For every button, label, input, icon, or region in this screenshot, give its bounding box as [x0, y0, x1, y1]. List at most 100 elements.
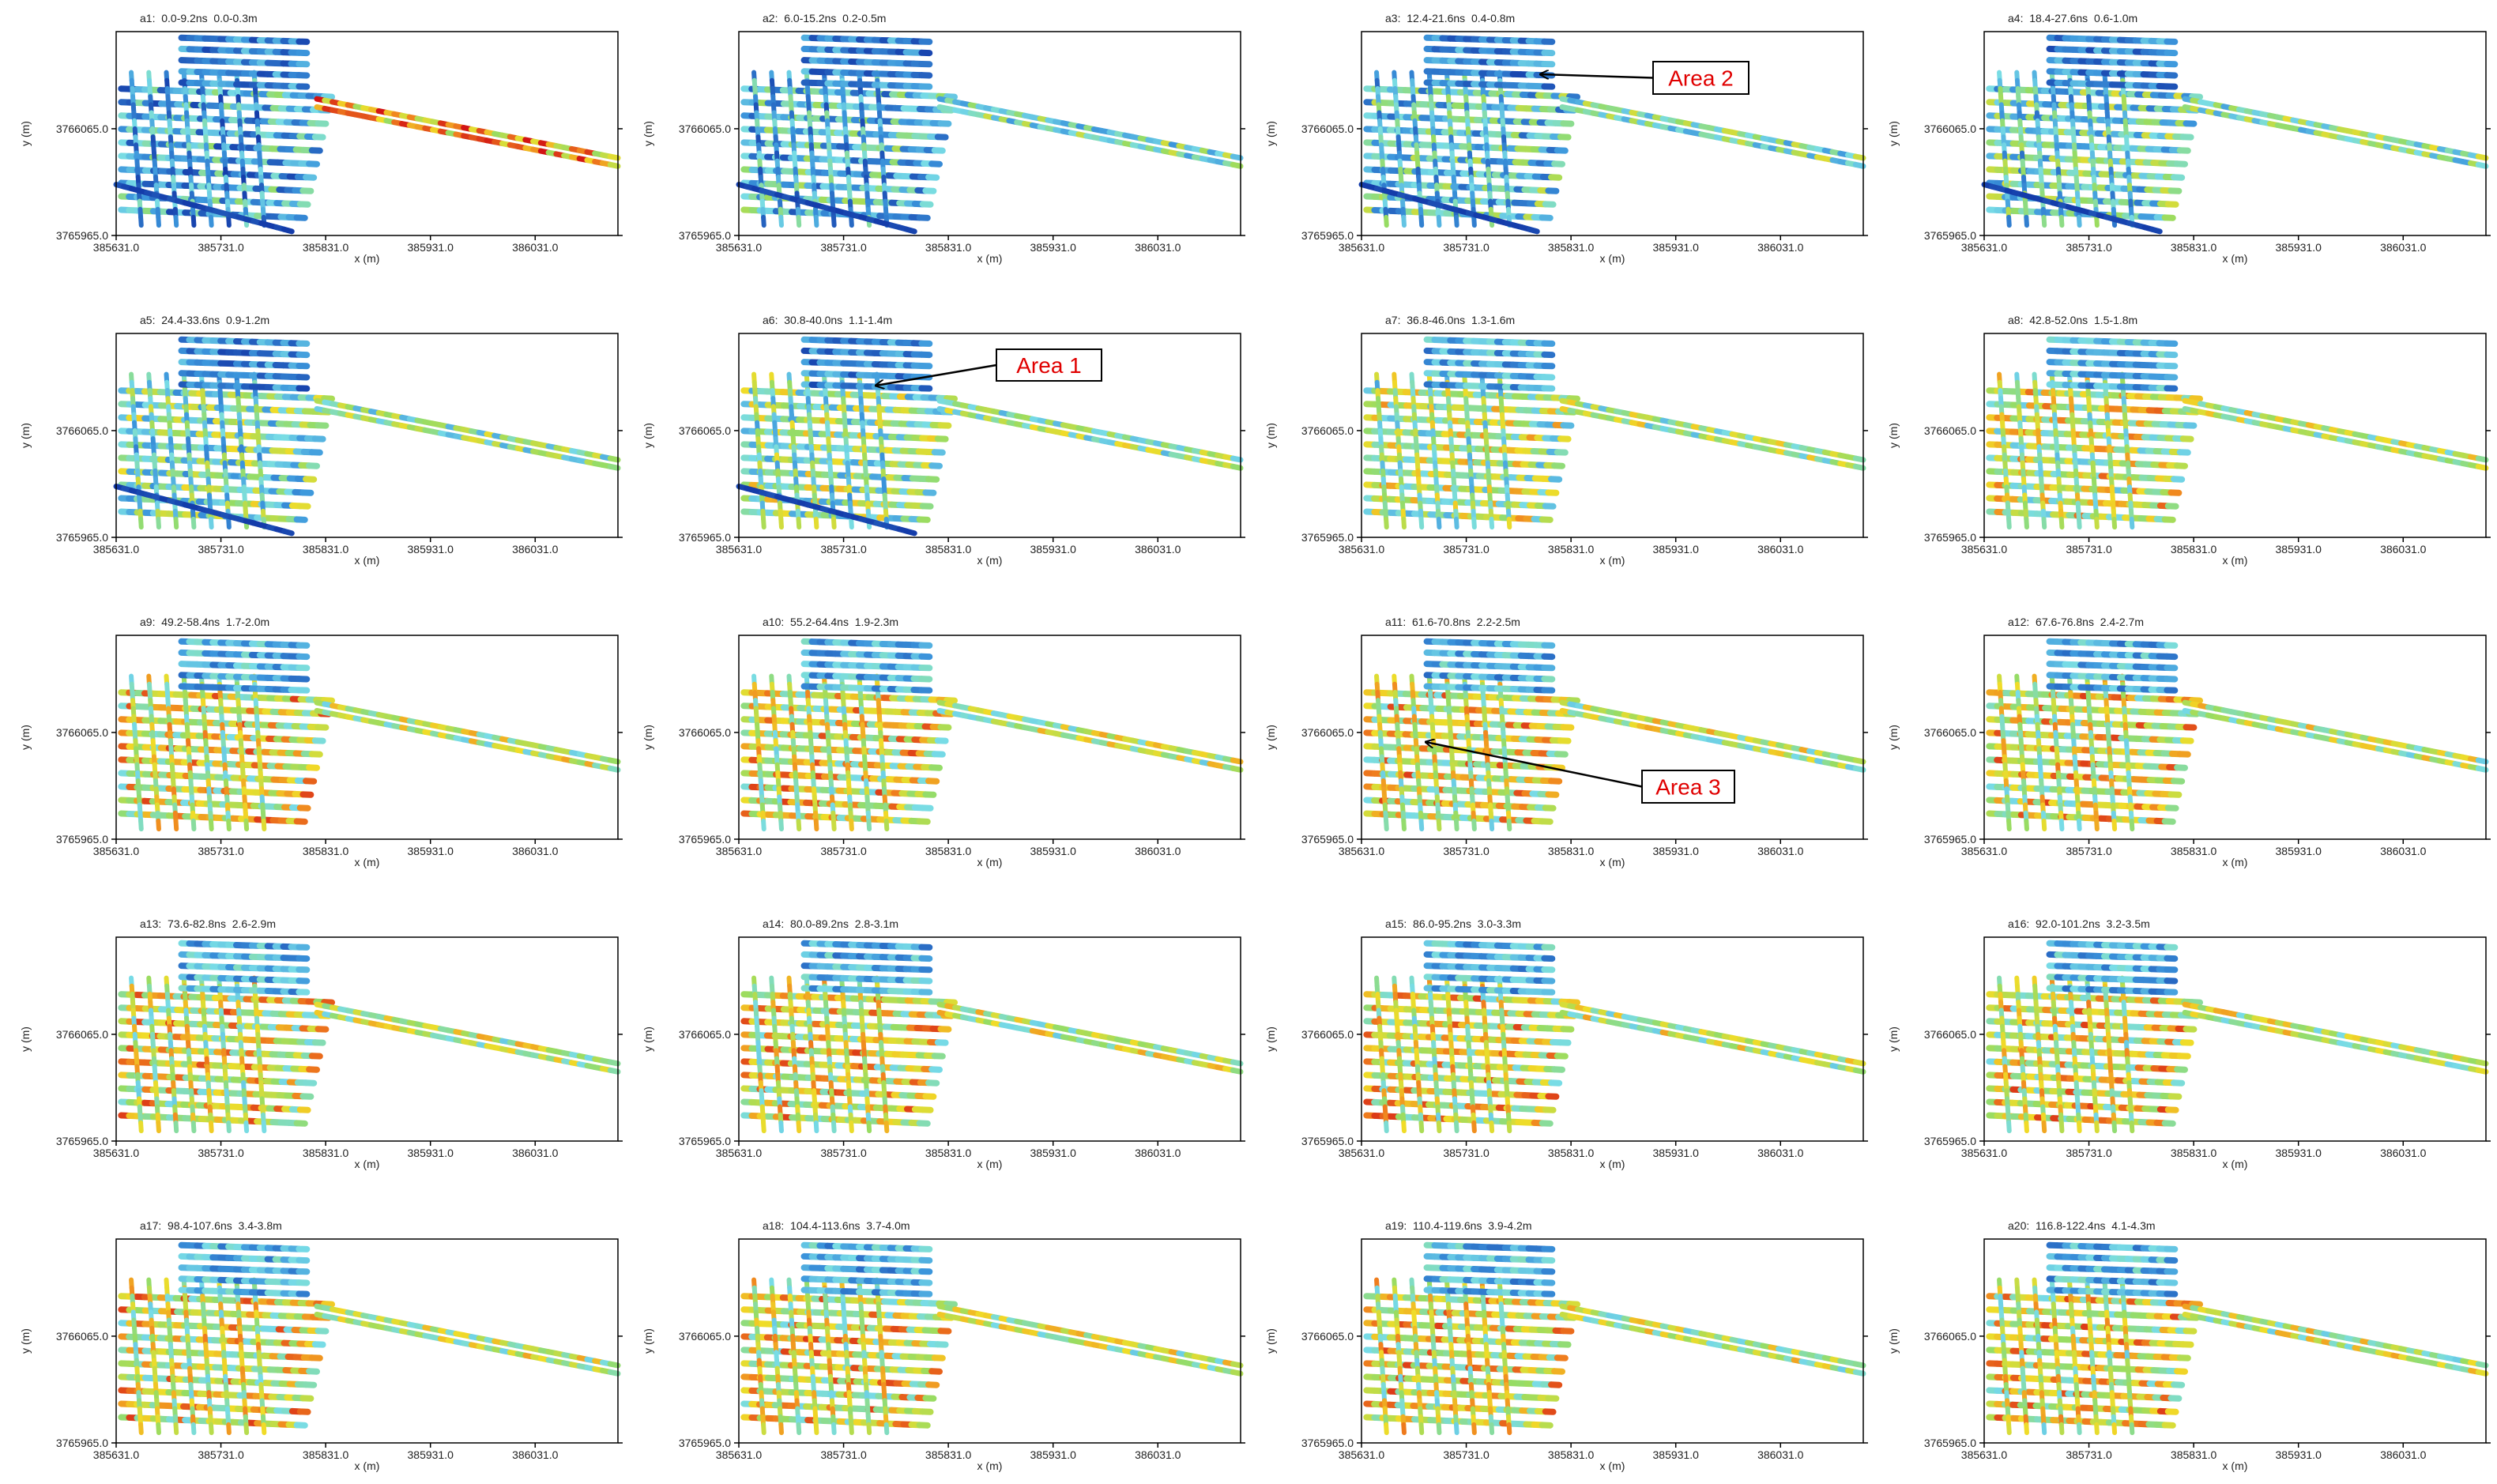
survey-trace — [1233, 156, 1241, 158]
x-tick-label: 385631.0 — [93, 241, 140, 254]
survey-trace — [1456, 519, 1457, 527]
survey-trace — [851, 217, 852, 225]
survey-map — [116, 38, 618, 232]
y-tick-label: 3765965.0 — [1301, 229, 1354, 242]
survey-map — [1366, 340, 1863, 527]
y-tick-label: 3765965.0 — [56, 229, 108, 242]
y-tick-label: 3766065.0 — [679, 122, 731, 135]
x-tick-label: 385731.0 — [2066, 543, 2112, 556]
survey-trace — [211, 519, 212, 527]
survey-map — [1989, 340, 2486, 527]
survey-trace — [2079, 217, 2080, 225]
x-tick-label: 385931.0 — [1030, 241, 1077, 254]
survey-trace — [907, 531, 915, 533]
panel-title: a8: 42.8-52.0ns 1.5-1.8m — [2008, 314, 2137, 326]
x-tick-label: 385731.0 — [2066, 241, 2112, 254]
x-tick-label: 386031.0 — [2380, 543, 2427, 556]
survey-trace — [1855, 458, 1863, 460]
x-axis-label: x (m) — [2223, 252, 2248, 265]
panel: a5: 24.4-33.6ns 0.9-1.2m 385631.0 385731.0… — [19, 314, 623, 567]
x-tick-label: 385831.0 — [303, 543, 349, 556]
x-tick-label: 385931.0 — [2276, 543, 2322, 556]
survey-trace — [2044, 217, 2045, 225]
survey-trace — [1386, 217, 1387, 225]
survey-trace — [1439, 217, 1440, 225]
survey-trace — [1855, 164, 1863, 166]
y-axis-label: y (m) — [642, 423, 654, 448]
survey-trace — [610, 466, 618, 468]
x-tick-label: 385731.0 — [198, 543, 244, 556]
x-tick-label: 385831.0 — [2171, 543, 2217, 556]
panel-title: a2: 6.0-15.2ns 0.2-0.5m — [763, 12, 886, 24]
x-tick-label: 385731.0 — [820, 241, 867, 254]
survey-trace — [211, 217, 212, 225]
survey-trace — [799, 519, 800, 527]
survey-trace — [1509, 519, 1510, 527]
survey-trace — [2044, 519, 2045, 527]
panel: a9: 49.2-58.4ns 1.7-2.0m385631.0385731.0… — [19, 616, 623, 868]
y-axis-label: y (m) — [19, 121, 32, 146]
panel: a8: 42.8-52.0ns 1.5-1.8m385631.0385731.0… — [1887, 314, 2491, 567]
y-tick-label: 3765965.0 — [56, 531, 108, 544]
y-axis-label: y (m) — [19, 423, 32, 448]
survey-trace — [1530, 229, 1538, 232]
x-tick-label: 386031.0 — [1135, 543, 1181, 556]
y-axis-label: y (m) — [1887, 423, 1900, 448]
x-tick-label: 386031.0 — [1757, 543, 1804, 556]
x-axis-label: x (m) — [355, 252, 380, 265]
x-tick-label: 385731.0 — [1443, 241, 1490, 254]
x-tick-label: 385931.0 — [1653, 241, 1700, 254]
survey-trace — [1491, 519, 1492, 527]
y-tick-label: 3766065.0 — [56, 122, 108, 135]
panel-title: a7: 36.8-46.0ns 1.3-1.6m — [1385, 314, 1515, 326]
survey-trace — [2478, 156, 2486, 158]
y-tick-label: 3765965.0 — [1301, 531, 1354, 544]
survey-trace — [2132, 519, 2133, 527]
survey-trace — [2114, 519, 2115, 527]
x-tick-label: 385631.0 — [93, 543, 140, 556]
survey-trace — [610, 156, 618, 158]
x-tick-label: 386031.0 — [512, 543, 559, 556]
x-tick-label: 385731.0 — [1443, 543, 1490, 556]
survey-trace — [176, 217, 177, 225]
x-tick-label: 385631.0 — [1961, 241, 2008, 254]
annotation-arrow — [1540, 74, 1653, 78]
survey-trace — [158, 217, 159, 225]
annotation-label: Area 2 — [1668, 66, 1734, 91]
y-tick-label: 3766065.0 — [1301, 122, 1354, 135]
panel-title: a5: 24.4-33.6ns 0.9-1.2m — [140, 314, 269, 326]
x-tick-label: 385731.0 — [198, 241, 244, 254]
survey-trace — [2079, 519, 2080, 527]
annotation-label: Area 1 — [1016, 353, 1082, 378]
survey-map — [739, 340, 1241, 533]
survey-trace — [1386, 519, 1387, 527]
x-axis-label: x (m) — [2223, 554, 2248, 567]
x-axis-label: x (m) — [977, 252, 1003, 265]
x-tick-label: 385631.0 — [716, 543, 763, 556]
y-axis-label: y (m) — [642, 121, 654, 146]
x-axis-label: x (m) — [1600, 252, 1625, 265]
survey-trace — [176, 519, 177, 527]
x-axis-label: x (m) — [355, 554, 380, 567]
y-axis-label: y (m) — [1887, 121, 1900, 146]
x-tick-label: 385931.0 — [1653, 543, 1700, 556]
x-tick-label: 385631.0 — [1339, 543, 1385, 556]
x-tick-label: 385731.0 — [820, 543, 867, 556]
survey-map — [739, 38, 1241, 232]
survey-trace — [228, 217, 229, 225]
x-axis-label: x (m) — [1600, 554, 1625, 567]
survey-trace — [2478, 466, 2486, 468]
x-tick-label: 385931.0 — [2276, 241, 2322, 254]
survey-trace — [2478, 164, 2486, 166]
x-tick-label: 385831.0 — [2171, 241, 2217, 254]
x-tick-label: 386031.0 — [1135, 241, 1181, 254]
survey-trace — [1456, 217, 1457, 225]
survey-map — [1361, 38, 1863, 232]
survey-trace — [2026, 519, 2027, 527]
panel: a1: 0.0-9.2ns 0.0-0.3m385631.0385731.038… — [19, 12, 623, 265]
survey-trace — [816, 217, 817, 225]
y-tick-label: 3766065.0 — [1924, 122, 1976, 135]
x-tick-label: 385831.0 — [303, 241, 349, 254]
survey-map — [116, 340, 618, 533]
